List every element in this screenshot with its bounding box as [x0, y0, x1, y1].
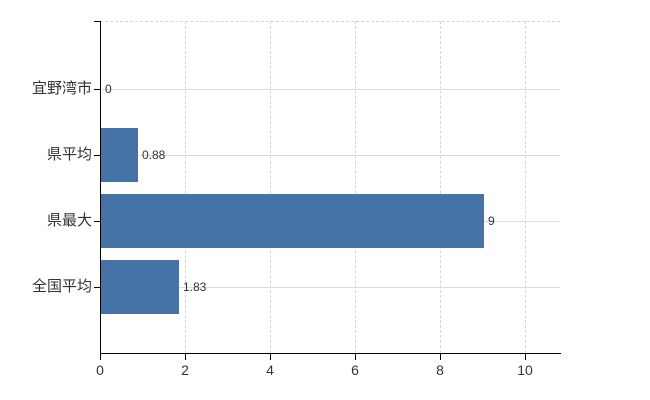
plot-top-border: [100, 21, 560, 22]
value-label: 0: [105, 82, 112, 96]
category-label-3: 県最大: [46, 212, 92, 229]
h-gridline: [100, 155, 560, 156]
bar-全国平均: [101, 260, 179, 314]
y-axis-tick: [94, 89, 100, 90]
x-tick-label: 4: [266, 362, 274, 378]
y-axis-tick: [94, 221, 100, 222]
x-tick-label: 0: [96, 362, 104, 378]
v-gridline: [185, 21, 186, 353]
v-gridline: [440, 21, 441, 353]
x-axis-tick: [100, 354, 101, 360]
value-label: 1.83: [183, 280, 207, 294]
y-axis-tick: [94, 287, 100, 288]
x-tick-label: 8: [436, 362, 444, 378]
y-axis-line: [100, 21, 101, 354]
value-label: 9: [488, 214, 495, 228]
category-label-2: 県平均: [46, 146, 92, 163]
x-axis-tick: [270, 354, 271, 360]
x-axis-tick: [525, 354, 526, 360]
bar-県平均: [101, 128, 138, 182]
x-tick-label: 6: [351, 362, 359, 378]
x-axis-line: [100, 353, 561, 354]
category-label-4: 全国平均: [31, 278, 92, 295]
x-axis-tick: [440, 354, 441, 360]
v-gridline: [270, 21, 271, 353]
y-axis-top-cap: [94, 21, 100, 22]
x-tick-label: 10: [517, 362, 533, 378]
value-label: 0.88: [142, 148, 166, 162]
v-gridline: [355, 21, 356, 353]
y-axis-tick: [94, 155, 100, 156]
category-label-1: 宜野湾市: [31, 80, 92, 97]
h-gridline: [100, 89, 560, 90]
x-axis-tick: [185, 354, 186, 360]
x-axis-tick: [355, 354, 356, 360]
bar-県最大: [101, 194, 484, 248]
v-gridline: [525, 21, 526, 353]
h-gridline: [100, 287, 560, 288]
x-tick-label: 2: [181, 362, 189, 378]
